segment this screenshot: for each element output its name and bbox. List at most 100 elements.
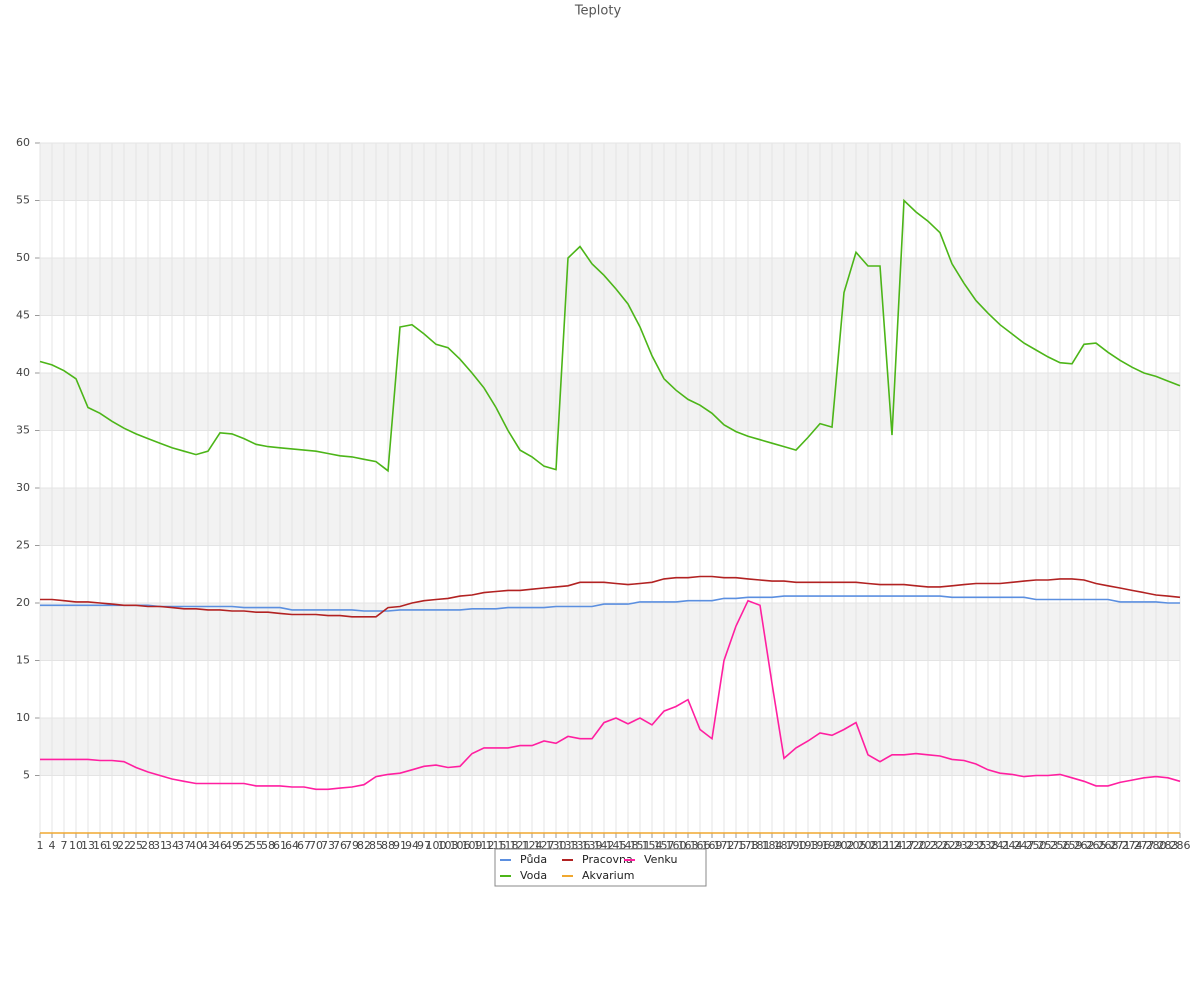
x-tick-label: 61 [273,839,287,852]
x-tick-label: 46 [213,839,227,852]
x-tick-label: 100 [426,839,447,852]
y-tick-label: 60 [16,136,30,149]
x-tick-label: 55 [249,839,263,852]
x-tick-label: 31 [153,839,167,852]
x-tick-label: 70 [309,839,323,852]
x-tick-label: 229 [942,839,963,852]
x-tick-label: 88 [381,839,395,852]
x-tick-label: 178 [738,839,759,852]
x-tick-label: 58 [261,839,275,852]
x-tick-label: 265 [1086,839,1107,852]
y-tick-label: 55 [16,194,30,207]
x-tick-label: 238 [978,839,999,852]
x-tick-label: 256 [1050,839,1071,852]
series-line [40,595,1180,612]
x-tick-label: 172 [714,839,735,852]
band [40,718,1180,776]
x-tick-label: 16 [93,839,107,852]
x-tick-label: 235 [966,839,987,852]
x-tick-label: 1 [37,839,44,852]
x-tick-label: 109 [462,839,483,852]
x-tick-label: 13 [81,839,95,852]
x-tick-label: 34 [165,839,179,852]
x-tick-label: 250 [1026,839,1047,852]
series-line [39,198,1181,473]
x-tick-label: 82 [357,839,371,852]
x-tick-label: 52 [237,839,251,852]
x-tick-label: 175 [726,839,747,852]
x-tick-label: 220 [906,839,927,852]
grid [35,142,1181,838]
series-line [40,599,1181,791]
band [40,373,1180,431]
legend-box [494,848,707,887]
x-tick-label: 22 [117,839,131,852]
legend-label: Akvarium [582,869,634,882]
x-tick-label: 253 [1038,839,1059,852]
y-tick-label: 50 [16,251,30,264]
x-tick-label: 28 [141,839,155,852]
x-tick-label: 49 [225,839,239,852]
y-tick-label: 15 [16,654,30,667]
x-tick-label: 64 [285,839,299,852]
x-tick-label: 190 [786,839,807,852]
x-tick-label: 40 [189,839,203,852]
x-tick-label: 286 [1170,839,1191,852]
x-tick-label: 274 [1122,839,1143,852]
x-tick-label: 247 [1014,839,1035,852]
x-tick-label: 214 [882,839,903,852]
x-tick-label: 94 [405,839,419,852]
x-tick-label: 37 [177,839,191,852]
y-tick-label: 30 [16,481,30,494]
legend-label: Pracovna [582,853,633,866]
band [40,258,1180,316]
x-tick-label: 208 [858,839,879,852]
x-tick-label: 169 [702,839,723,852]
x-tick-label: 43 [201,839,215,852]
y-tick-label: 45 [16,309,30,322]
x-tick-label: 76 [333,839,347,852]
legend-label: Voda [520,869,547,882]
x-tick-label: 244 [1002,839,1023,852]
y-tick-label: 35 [16,424,30,437]
legend-label: Půda [520,853,547,866]
x-tick-label: 202 [834,839,855,852]
y-tick-label: 20 [16,596,30,609]
x-tick-label: 280 [1146,839,1167,852]
x-tick-label: 4 [49,839,56,852]
x-tick-label: 187 [774,839,795,852]
x-tick-label: 91 [393,839,407,852]
x-tick-label: 184 [762,839,783,852]
band [40,603,1180,661]
x-tick-label: 268 [1098,839,1119,852]
lines [39,198,1181,834]
x-tick-label: 103 [438,839,459,852]
chart-title: Teploty [574,4,622,19]
y-tick-label: 5 [23,769,30,782]
x-tick-label: 106 [450,839,471,852]
x-tick-label: 262 [1074,839,1095,852]
x-tick-label: 67 [297,839,311,852]
x-tick-label: 211 [870,839,891,852]
x-tick-label: 199 [822,839,843,852]
x-tick-label: 259 [1062,839,1083,852]
x-tick-label: 217 [894,839,915,852]
x-tick-label: 193 [798,839,819,852]
x-tick-label: 85 [369,839,383,852]
x-tick-label: 73 [321,839,335,852]
x-tick-label: 241 [990,839,1011,852]
y-tick-label: 40 [16,366,30,379]
x-tick-label: 7 [61,839,68,852]
x-tick-label: 25 [129,839,143,852]
series-line [40,575,1181,618]
legend-label: Venku [644,853,677,866]
bands [40,143,1180,776]
band [40,143,1180,201]
x-tick-label: 196 [810,839,831,852]
x-tick-label: 181 [750,839,771,852]
x-tick-label: 112 [474,839,495,852]
x-tick-label: 232 [954,839,975,852]
x-tick-label: 97 [417,839,431,852]
